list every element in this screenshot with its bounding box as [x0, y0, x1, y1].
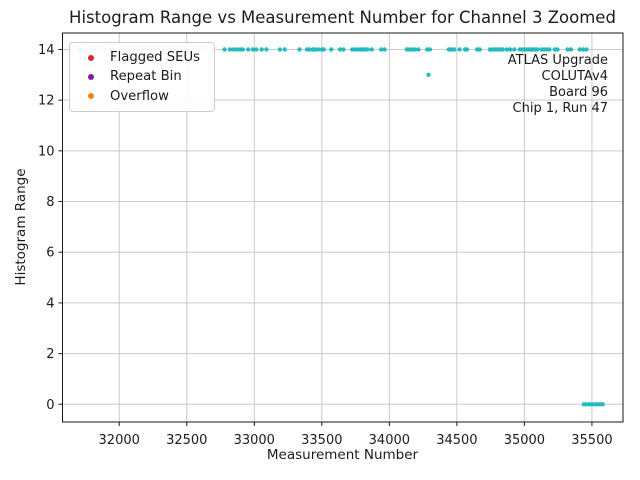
data-point	[500, 47, 505, 52]
annotation-line: Chip 1, Run 47	[512, 101, 608, 116]
data-point	[457, 47, 462, 52]
data-point	[264, 47, 269, 52]
data-point	[416, 47, 421, 52]
y-tick-label: 14	[38, 43, 55, 58]
data-point	[282, 47, 287, 52]
data-point	[222, 47, 227, 52]
data-point	[577, 47, 582, 52]
y-tick-label: 2	[46, 347, 54, 362]
data-point	[504, 47, 509, 52]
data-point	[341, 47, 346, 52]
data-point	[329, 47, 334, 52]
data-point	[427, 47, 433, 52]
data-point	[568, 47, 574, 52]
data-point	[382, 47, 387, 52]
data-point	[240, 47, 245, 52]
data-point	[312, 47, 318, 52]
x-tick-label: 35500	[571, 433, 612, 448]
data-point	[227, 47, 233, 52]
data-point	[412, 47, 418, 52]
data-point	[581, 47, 586, 52]
legend-label: Overflow	[110, 88, 169, 104]
data-point	[452, 47, 457, 52]
chart-title: Histogram Range vs Measurement Number fo…	[69, 8, 616, 27]
y-tick-label: 10	[38, 144, 55, 159]
data-point	[535, 47, 540, 52]
data-point	[565, 47, 570, 52]
x-axis-label: Measurement Number	[266, 447, 419, 463]
flagged-seus-marker-icon	[88, 54, 94, 61]
data-point	[307, 47, 312, 52]
overflow-marker-icon	[88, 93, 94, 100]
data-point	[337, 47, 343, 52]
data-point	[555, 47, 560, 52]
data-point	[547, 47, 552, 52]
x-tick-label: 34500	[436, 433, 477, 448]
y-axis-label: Histogram Range	[13, 168, 29, 286]
annotation-line: COLUTAv4	[541, 69, 608, 84]
plot-border	[62, 32, 624, 423]
data-point	[512, 47, 517, 52]
data-point	[379, 47, 384, 52]
annotation-line: Board 96	[549, 85, 608, 100]
annotation-text: ATLAS Upgrade COLUTAv4 Board 96 Chip 1, …	[508, 53, 608, 117]
legend-label: Flagged SEUs	[110, 50, 200, 66]
data-point	[321, 47, 326, 52]
data-point	[365, 47, 370, 52]
data-point	[316, 47, 321, 52]
data-point	[254, 47, 259, 52]
x-tick-label: 33000	[234, 433, 275, 448]
legend-item-overflow: Overflow	[78, 89, 206, 104]
legend: Flagged SEUs Repeat Bin Overflow	[69, 42, 215, 112]
data-point	[464, 47, 470, 52]
data-point	[246, 47, 251, 52]
y-tick-label: 8	[46, 195, 54, 210]
data-point	[277, 47, 283, 52]
legend-item-flagged-seus: Flagged SEUs	[78, 50, 206, 65]
y-tick-label: 12	[38, 94, 55, 109]
repeat-bin-marker-icon	[88, 73, 94, 80]
x-tick-label: 34000	[369, 433, 410, 448]
data-point	[477, 47, 482, 52]
x-tick-label: 32000	[99, 433, 140, 448]
data-point	[508, 47, 513, 52]
x-tick-label: 32500	[166, 433, 207, 448]
legend-label: Repeat Bin	[110, 69, 182, 85]
data-point	[250, 47, 256, 52]
legend-item-repeat-bin: Repeat Bin	[78, 69, 206, 84]
y-tick-label: 6	[46, 246, 54, 261]
data-point	[297, 47, 302, 52]
data-point	[259, 47, 264, 52]
annotation-line: ATLAS Upgrade	[507, 53, 608, 68]
y-tick-label: 4	[46, 296, 54, 311]
data-point	[600, 402, 605, 407]
data-point	[231, 47, 236, 52]
data-point	[369, 47, 374, 52]
data-point	[426, 72, 431, 78]
data-point	[234, 47, 239, 52]
x-tick-label: 33500	[301, 433, 342, 448]
y-tick-label: 0	[46, 398, 54, 413]
x-tick-label: 35000	[504, 433, 545, 448]
data-point	[584, 47, 589, 52]
